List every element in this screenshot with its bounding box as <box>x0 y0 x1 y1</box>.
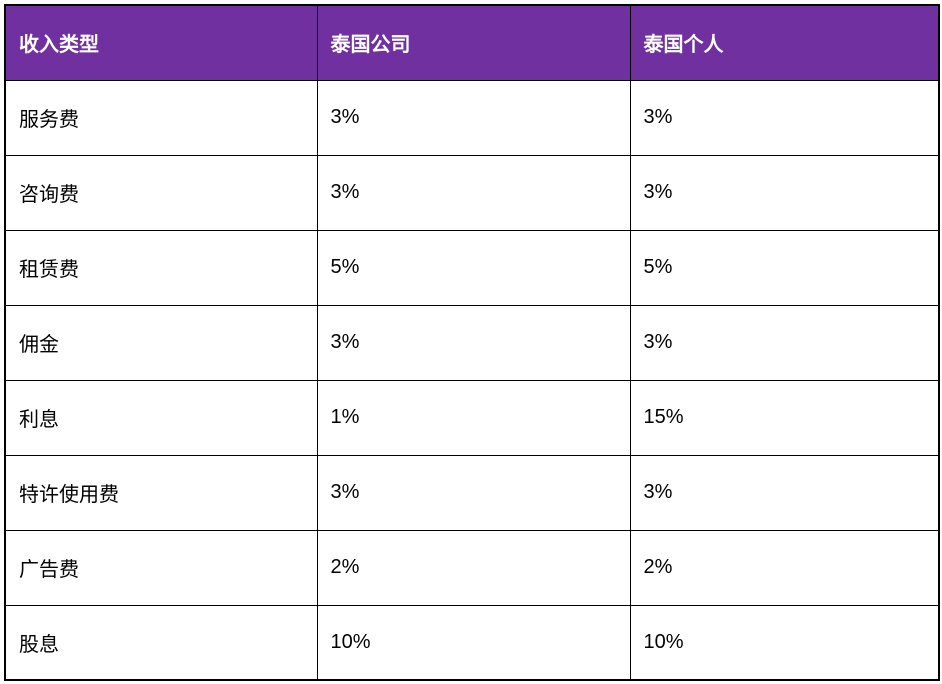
cell-thai-company-rate: 10% <box>316 604 631 681</box>
cell-thai-company-rate: 5% <box>316 229 631 306</box>
cell-thai-company-rate: 2% <box>316 529 631 606</box>
cell-income-type: 特许使用费 <box>4 454 318 531</box>
cell-thai-individual-rate: 3% <box>629 79 940 156</box>
table-row: 特许使用费 3% 3% <box>4 454 940 531</box>
table-row: 佣金 3% 3% <box>4 304 940 381</box>
cell-income-type: 咨询费 <box>4 154 318 231</box>
column-header-income-type: 收入类型 <box>4 4 318 81</box>
cell-income-type: 佣金 <box>4 304 318 381</box>
cell-income-type: 股息 <box>4 604 318 681</box>
table-row: 租赁费 5% 5% <box>4 229 940 306</box>
table-row: 服务费 3% 3% <box>4 79 940 156</box>
cell-thai-company-rate: 3% <box>316 304 631 381</box>
cell-thai-individual-rate: 5% <box>629 229 940 306</box>
cell-thai-individual-rate: 3% <box>629 304 940 381</box>
cell-thai-individual-rate: 2% <box>629 529 940 606</box>
cell-thai-company-rate: 1% <box>316 379 631 456</box>
cell-thai-individual-rate: 3% <box>629 154 940 231</box>
column-header-thai-company: 泰国公司 <box>316 4 631 81</box>
cell-thai-individual-rate: 3% <box>629 454 940 531</box>
cell-thai-individual-rate: 15% <box>629 379 940 456</box>
cell-income-type: 利息 <box>4 379 318 456</box>
table-row: 咨询费 3% 3% <box>4 154 940 231</box>
cell-thai-individual-rate: 10% <box>629 604 940 681</box>
table-row: 股息 10% 10% <box>4 604 940 681</box>
column-header-thai-individual: 泰国个人 <box>629 4 940 81</box>
cell-thai-company-rate: 3% <box>316 454 631 531</box>
cell-thai-company-rate: 3% <box>316 154 631 231</box>
table-row: 广告费 2% 2% <box>4 529 940 606</box>
cell-income-type: 服务费 <box>4 79 318 156</box>
cell-income-type: 租赁费 <box>4 229 318 306</box>
cell-income-type: 广告费 <box>4 529 318 606</box>
table-header-row: 收入类型 泰国公司 泰国个人 <box>4 4 940 81</box>
withholding-tax-table: 收入类型 泰国公司 泰国个人 服务费 3% 3% 咨询费 3% 3% 租赁费 5… <box>4 4 940 681</box>
table-row: 利息 1% 15% <box>4 379 940 456</box>
cell-thai-company-rate: 3% <box>316 79 631 156</box>
